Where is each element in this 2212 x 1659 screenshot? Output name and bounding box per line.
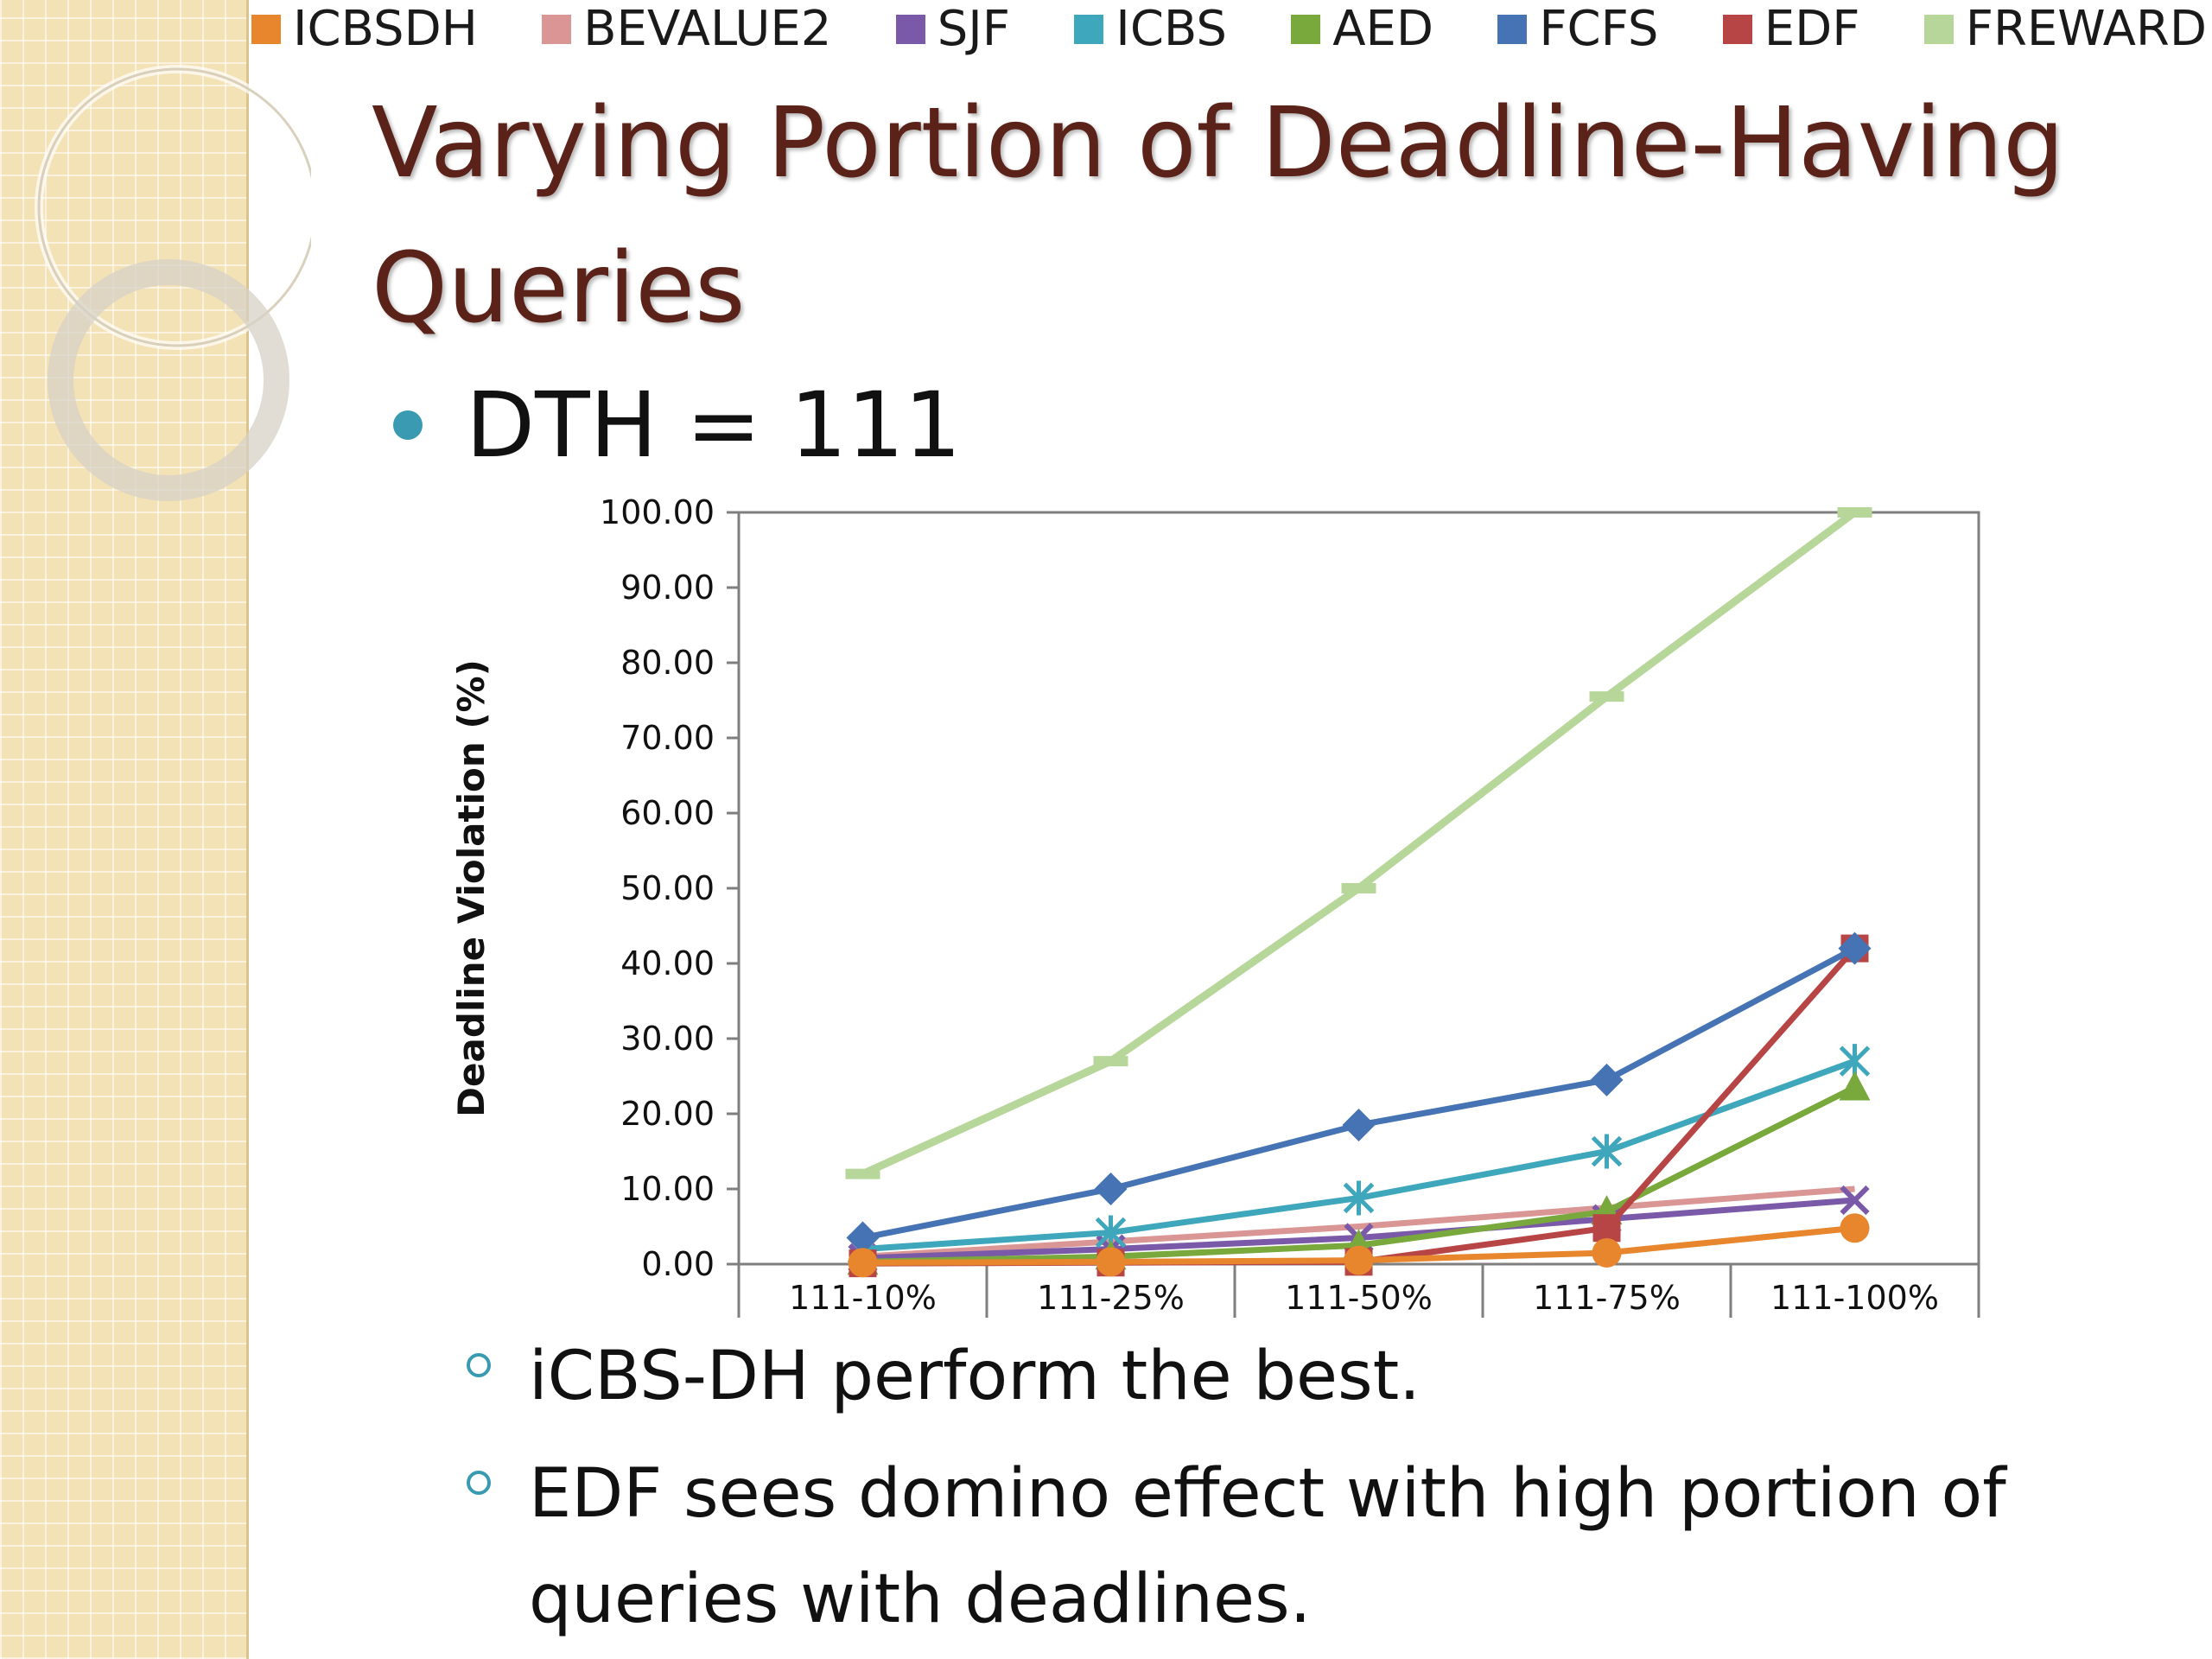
y-tick-label: 0.00 [641,1245,715,1283]
legend-label: ICBS [1116,1,1227,57]
x-tick-label: 111-25% [1037,1279,1185,1317]
data-point-icbs [1343,1180,1375,1216]
y-tick-label: 100.00 [600,493,715,531]
main-bullet: DTH = 111 [393,380,962,470]
data-point-icbsdh [1096,1247,1126,1277]
data-point-fcfs [1838,931,1872,965]
y-tick-label: 40.00 [620,944,715,982]
legend-swatch [542,15,572,44]
legend-item-sjf: SJF [895,1,1010,57]
sub-bullet-2: EDF sees domino effect with high portion… [467,1441,2188,1652]
y-axis-title: Deadline Violation (%) [450,659,493,1117]
legend-swatch [1074,15,1104,44]
data-point-fcfs [1590,1063,1624,1096]
legend-label: SJF [937,1,1010,57]
data-point-fcfs [1342,1109,1376,1142]
x-tick-label: 111-50% [1285,1279,1433,1317]
legend-swatch [1291,15,1321,44]
legend-swatch [1722,15,1752,44]
legend-item-bevalue2: BEVALUE2 [542,5,831,54]
y-tick-label: 20.00 [620,1095,715,1133]
y-tick-label: 60.00 [620,794,715,832]
chart-legend: ICBSDH BEVALUE2 SJF ICBS AED FCFS EDF FREWARD [246,0,2212,59]
y-tick-label: 10.00 [620,1170,715,1208]
y-tick-label: 70.00 [620,719,715,757]
legend-label: BEVALUE2 [583,1,832,57]
legend-item-icbs: ICBS [1074,5,1227,54]
legend-label: ICBSDH [293,1,478,57]
data-point-fcfs [1094,1173,1128,1205]
data-point-edf [1592,1214,1621,1243]
legend-item-freward: FREWARD [1923,1,2207,57]
legend-swatch [1923,15,1954,44]
sub-bullet-text-1: iCBS-DH perform the best. [529,1338,1421,1415]
sub-bullet-ring-icon [467,1471,491,1495]
legend-label: AED [1332,1,1434,57]
legend-label: FREWARD [1965,1,2207,57]
sub-bullet-ring-icon [467,1353,491,1377]
data-point-icbsdh [1840,1213,1870,1243]
data-point-aed [1839,1071,1871,1101]
series-line-bevalue2 [862,1185,1855,1260]
data-point-sjf [1840,1185,1870,1216]
legend-label: FCFS [1539,1,1659,57]
data-point-icbs [1591,1134,1623,1169]
y-tick-label: 80.00 [620,644,715,682]
y-tick-label: 30.00 [620,1020,715,1058]
legend-swatch [251,15,281,44]
slide-title: Varying Portion of Deadline-Having Queri… [372,87,2065,345]
x-tick-label: 111-75% [1533,1279,1681,1317]
y-tick-label: 90.00 [620,569,715,607]
x-tick-label: 111-100% [1770,1279,1939,1317]
sub-bullet-text-2: EDF sees domino effect with high portion… [529,1455,2006,1638]
legend-item-fcfs: FCFS [1497,5,1658,54]
data-point-icbsdh [848,1248,878,1278]
y-tick-label: 50.00 [620,869,715,907]
legend-item-aed: AED [1291,5,1433,54]
sub-bullet-1: iCBS-DH perform the best. [467,1324,2188,1429]
legend-label: EDF [1764,1,1860,57]
bullet-text: DTH = 111 [466,372,962,478]
legend-item-icbsdh: ICBSDH [251,5,478,54]
legend-swatch [1497,15,1528,44]
bullet-dot-icon [393,410,423,440]
decorative-rings [35,65,311,501]
x-tick-label: 111-10% [789,1279,937,1317]
data-point-icbsdh [1592,1237,1622,1268]
legend-swatch [895,15,925,44]
data-point-fcfs [846,1221,880,1255]
data-point-icbsdh [1344,1245,1374,1275]
legend-item-edf: EDF [1722,1,1860,57]
